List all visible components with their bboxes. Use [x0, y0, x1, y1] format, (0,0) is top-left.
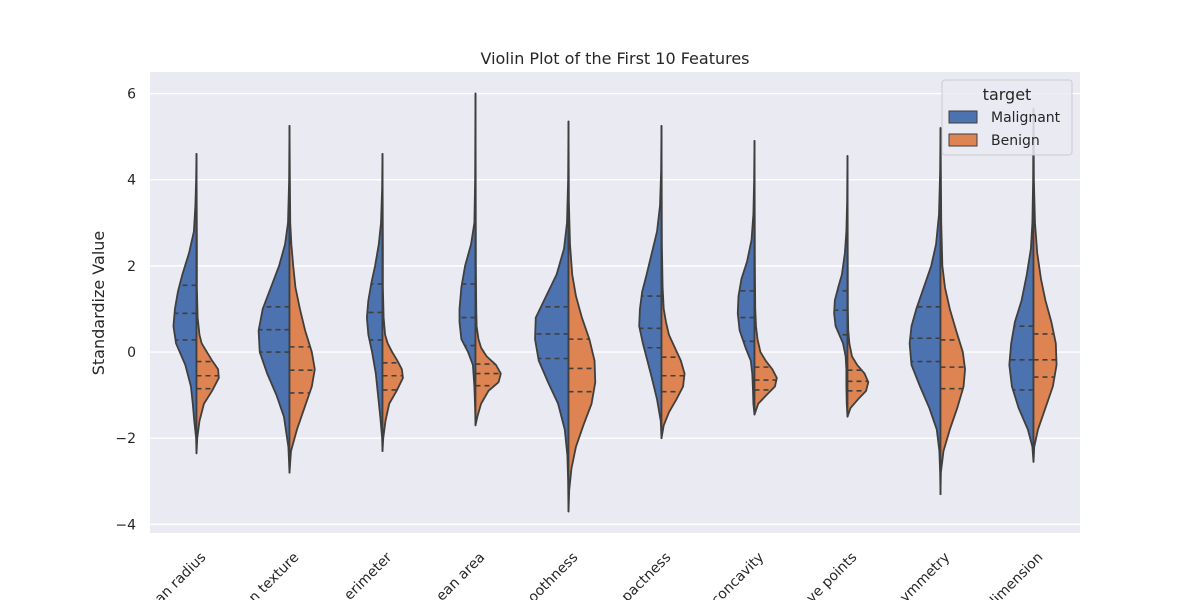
violin-benign-mean-smoothness [567, 120, 597, 513]
violin-benign-mean-compactness [660, 124, 686, 440]
legend-label-malignant: Malignant [991, 110, 1061, 126]
violin-benign-mean-symmetry [939, 127, 966, 496]
y-tick-label: −4 [115, 517, 136, 533]
violin-benign-mean-perimeter [381, 152, 404, 453]
violin-benign-mean-area [474, 92, 502, 427]
y-axis-label: Standardize Value [89, 231, 108, 376]
violin-benign-mean-fractal-dimension [1032, 107, 1058, 463]
legend: target Malignant Benign [941, 79, 1073, 156]
y-tick-label: 6 [127, 87, 136, 103]
violin-benign-mean-texture [288, 124, 316, 474]
violin-malignant-mean-perimeter [365, 152, 384, 453]
violin-benign-mean-radius [195, 152, 220, 455]
y-tick-label: 2 [127, 259, 136, 275]
legend-label-benign: Benign [991, 133, 1040, 149]
y-tick-label: −2 [115, 431, 136, 447]
violin-benign-mean-concavity [753, 140, 778, 416]
violins [172, 92, 1058, 513]
legend-swatch-malignant [948, 110, 978, 124]
y-tick-label: 0 [127, 345, 136, 361]
y-tick-labels: −4 −2 0 2 4 6 [115, 87, 136, 534]
violin-malignant-mean-radius [172, 152, 198, 455]
y-tick-label: 4 [127, 173, 136, 189]
legend-swatch-benign [948, 133, 978, 147]
chart-title: Violin Plot of the First 10 Features [480, 49, 749, 68]
legend-title: target [983, 85, 1032, 104]
